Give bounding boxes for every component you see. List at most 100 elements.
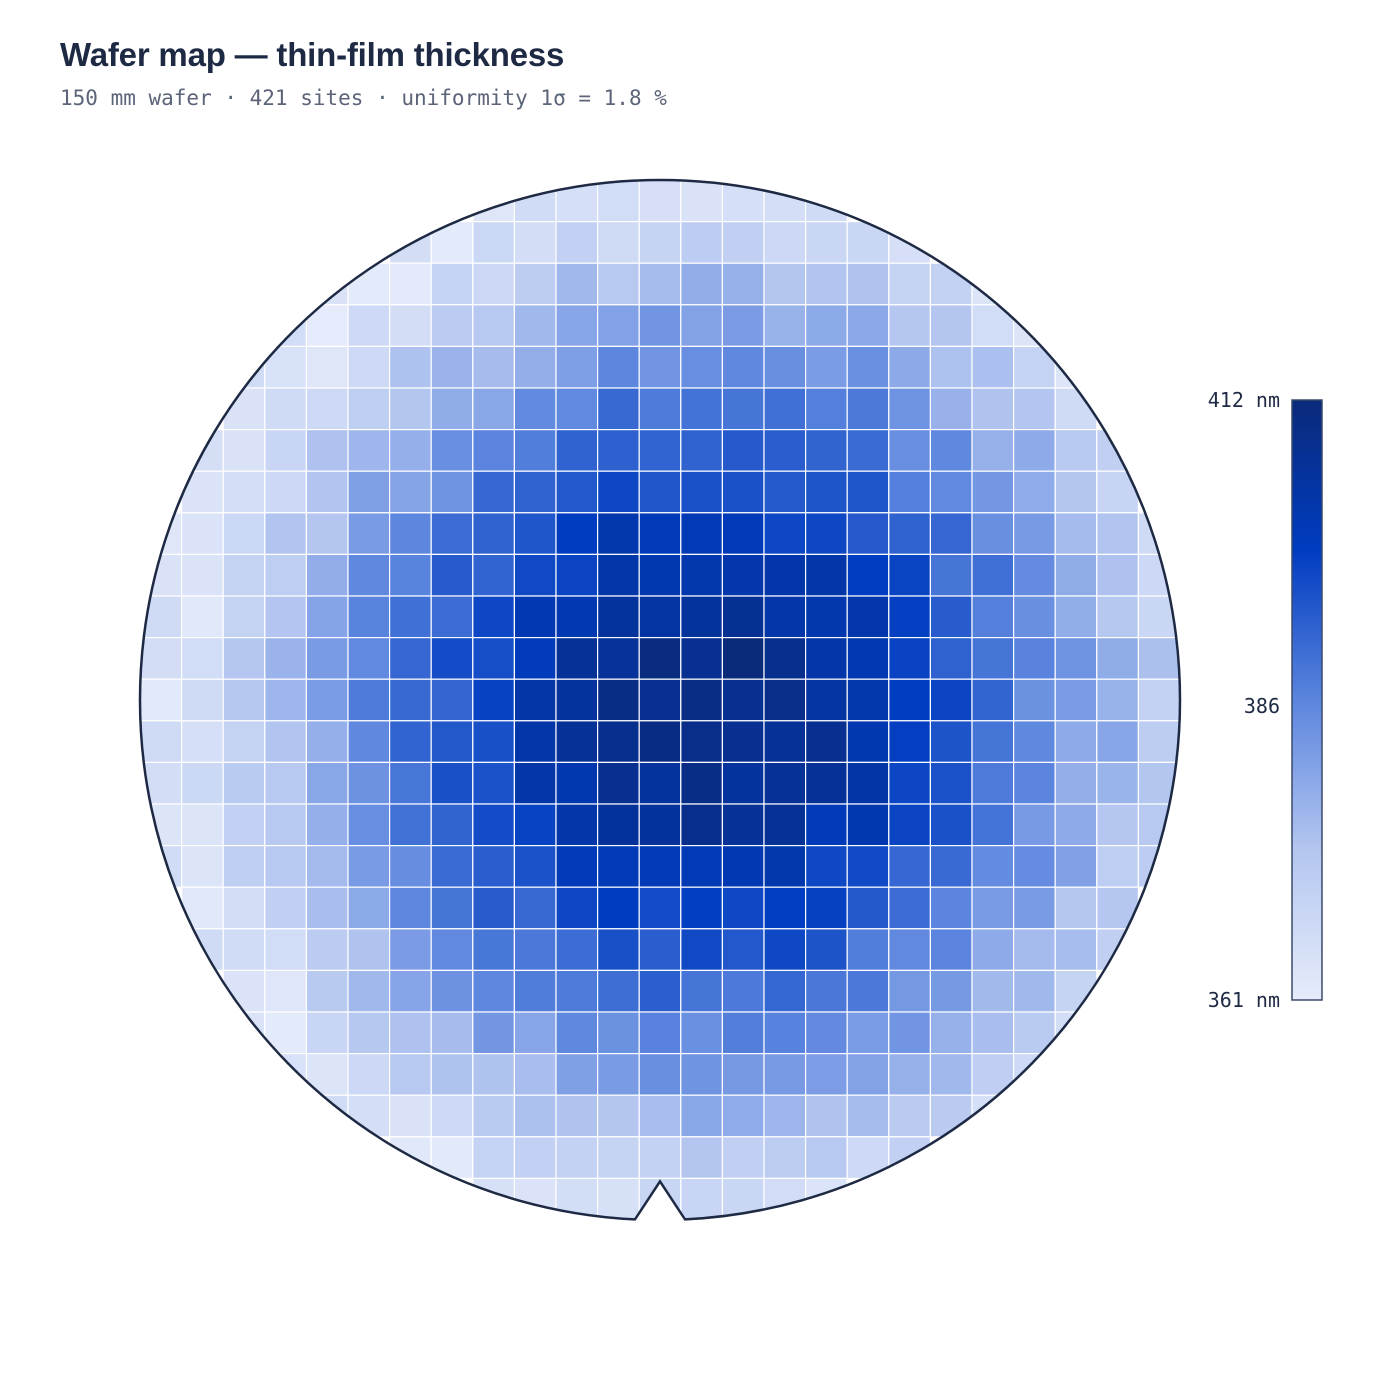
wafer-site-cell — [264, 636, 307, 680]
wafer-site-cell — [1012, 387, 1056, 431]
wafer-site-cell — [1096, 595, 1140, 639]
wafer-site-cell — [596, 429, 640, 472]
wafer-site-cell — [929, 1052, 973, 1096]
wafer-site-cell — [680, 969, 723, 1013]
wafer-site-cell — [721, 429, 765, 472]
wafer-site-cell — [555, 387, 599, 431]
wafer-site-cell — [638, 262, 682, 306]
wafer-site-cell — [555, 886, 599, 930]
wafer-site-cell — [430, 221, 474, 264]
wafer-site-cell — [763, 1177, 807, 1220]
wafer-site-cell — [804, 1094, 848, 1138]
wafer-site-cell — [596, 1011, 640, 1055]
wafer-site-cell — [721, 221, 765, 264]
wafer-site-cell — [596, 262, 640, 306]
wafer-site-cell — [763, 761, 807, 805]
wafer-site-cell — [929, 512, 973, 555]
wafer-site-cell — [1012, 470, 1056, 514]
chart-title: Wafer map — thin-film thickness — [60, 36, 565, 73]
wafer-site-cell — [305, 470, 349, 514]
wafer-site-cell — [264, 886, 307, 930]
wafer-site-cell — [1096, 678, 1140, 722]
wafer-site-cell — [721, 553, 765, 597]
wafer-site-cell — [472, 262, 515, 306]
wafer-site-cell — [638, 803, 682, 847]
wafer-site-cell — [846, 595, 890, 639]
wafer-site-cell — [638, 512, 682, 555]
wafer-site-cell — [971, 1052, 1015, 1096]
wafer-site-cell — [555, 429, 599, 472]
wafer-site-cell — [305, 1011, 349, 1055]
wafer-site-cell — [846, 886, 890, 930]
wafer-site-cell — [638, 470, 682, 514]
wafer-site-cell — [1096, 761, 1140, 805]
wafer-site-cell — [140, 720, 183, 763]
wafer-site-cell — [804, 928, 848, 971]
wafer-site-cell — [846, 1136, 890, 1180]
wafer-site-cell — [763, 1052, 807, 1096]
wafer-site-cell — [389, 969, 432, 1013]
wafer-site-cell — [888, 429, 931, 472]
wafer-site-cell — [430, 803, 474, 847]
wafer-site-cell — [1096, 720, 1140, 763]
wafer-site-cell — [264, 429, 307, 472]
wafer-site-cell — [888, 345, 931, 389]
wafer-site-cell — [638, 429, 682, 472]
wafer-site-cell — [763, 928, 807, 971]
wafer-site-cell — [222, 553, 266, 597]
wafer-site-cell — [888, 553, 931, 597]
wafer-site-cell — [929, 304, 973, 347]
wafer-site-cell — [804, 803, 848, 847]
wafer-site-cell — [638, 1136, 682, 1180]
wafer-site-cell — [430, 1052, 474, 1096]
wafer-site-cell — [1137, 553, 1181, 597]
wafer-site-cell — [305, 761, 349, 805]
colorbar-tick-label: 361 nm — [1208, 988, 1280, 1012]
wafer-site-cell — [929, 553, 973, 597]
wafer-site-cell — [430, 387, 474, 431]
wafer-site-cell — [264, 928, 307, 971]
wafer-site-cell — [680, 512, 723, 555]
wafer-site-cell — [721, 636, 765, 680]
wafer-site-cell — [389, 678, 432, 722]
wafer-site-cell — [555, 345, 599, 389]
wafer-site-cell — [804, 1052, 848, 1096]
wafer-site-cell — [305, 678, 349, 722]
wafer-site-cell — [305, 304, 349, 347]
wafer-site-cell — [1012, 928, 1056, 971]
wafer-site-cell — [763, 180, 807, 223]
wafer-site-cell — [513, 678, 557, 722]
wafer-site-cell — [1054, 553, 1098, 597]
wafer-site-cell — [347, 512, 391, 555]
wafer-site-cell — [763, 803, 807, 847]
wafer-site-cell — [430, 304, 474, 347]
wafer-site-cell — [472, 595, 515, 639]
wafer-site-cell — [596, 678, 640, 722]
wafer-site-cell — [1096, 844, 1140, 888]
wafer-site-cell — [804, 1177, 848, 1220]
wafer-site-cell — [804, 1136, 848, 1180]
wafer-site-cell — [555, 720, 599, 763]
wafer-site-cell — [596, 1052, 640, 1096]
wafer-site-cell — [929, 595, 973, 639]
wafer-site-cell — [596, 886, 640, 930]
wafer-site-cell — [305, 803, 349, 847]
wafer-site-cell — [721, 844, 765, 888]
wafer-site-cell — [804, 886, 848, 930]
wafer-site-cell — [638, 928, 682, 971]
wafer-site-cell — [763, 595, 807, 639]
wafer-site-cell — [181, 470, 224, 514]
wafer-site-cell — [305, 844, 349, 888]
wafer-site-cell — [181, 636, 224, 680]
wafer-site-cell — [513, 969, 557, 1013]
wafer-site-cell — [888, 761, 931, 805]
wafer-site-cell — [929, 1011, 973, 1055]
wafer-site-cell — [305, 345, 349, 389]
wafer-site-cell — [1137, 678, 1181, 722]
wafer-site-cell — [472, 553, 515, 597]
wafer-site-cell — [305, 387, 349, 431]
wafer-site-cell — [763, 720, 807, 763]
wafer-site-cell — [971, 512, 1015, 555]
wafer-site-cell — [389, 595, 432, 639]
